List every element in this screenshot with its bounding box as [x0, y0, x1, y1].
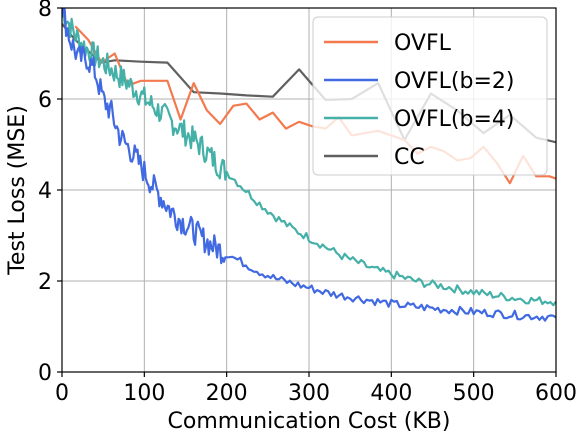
- x-tick-label: 300: [288, 381, 330, 406]
- x-tick-label: 200: [206, 381, 248, 406]
- x-tick-label: 600: [535, 381, 577, 406]
- x-tick-label: 0: [55, 381, 69, 406]
- y-tick-label: 0: [38, 361, 52, 386]
- y-axis-ticks: 0 2 4 6 8: [38, 0, 62, 386]
- x-tick-label: 400: [370, 381, 412, 406]
- x-axis-label: Communication Cost (KB): [168, 409, 451, 434]
- legend: OVFL OVFL(b=2) OVFL(b=4) CC: [312, 16, 548, 176]
- legend-label: OVFL: [394, 31, 452, 56]
- y-tick-label: 6: [38, 88, 52, 113]
- y-tick-label: 4: [38, 179, 52, 204]
- legend-label: CC: [394, 145, 425, 170]
- y-axis-label: Test Loss (MSE): [5, 105, 30, 276]
- legend-box: [312, 16, 548, 176]
- x-tick-label: 100: [123, 381, 165, 406]
- series-line-ovfl-b-4: [62, 8, 556, 307]
- series-line-ovfl-b-2: [62, 8, 556, 322]
- x-axis-ticks: 0 100 200 300 400 500 600: [55, 372, 577, 406]
- y-tick-label: 2: [38, 270, 52, 295]
- legend-label: OVFL(b=2): [394, 69, 514, 94]
- legend-label: OVFL(b=4): [394, 107, 514, 132]
- y-tick-label: 8: [38, 0, 52, 22]
- x-tick-label: 500: [453, 381, 495, 406]
